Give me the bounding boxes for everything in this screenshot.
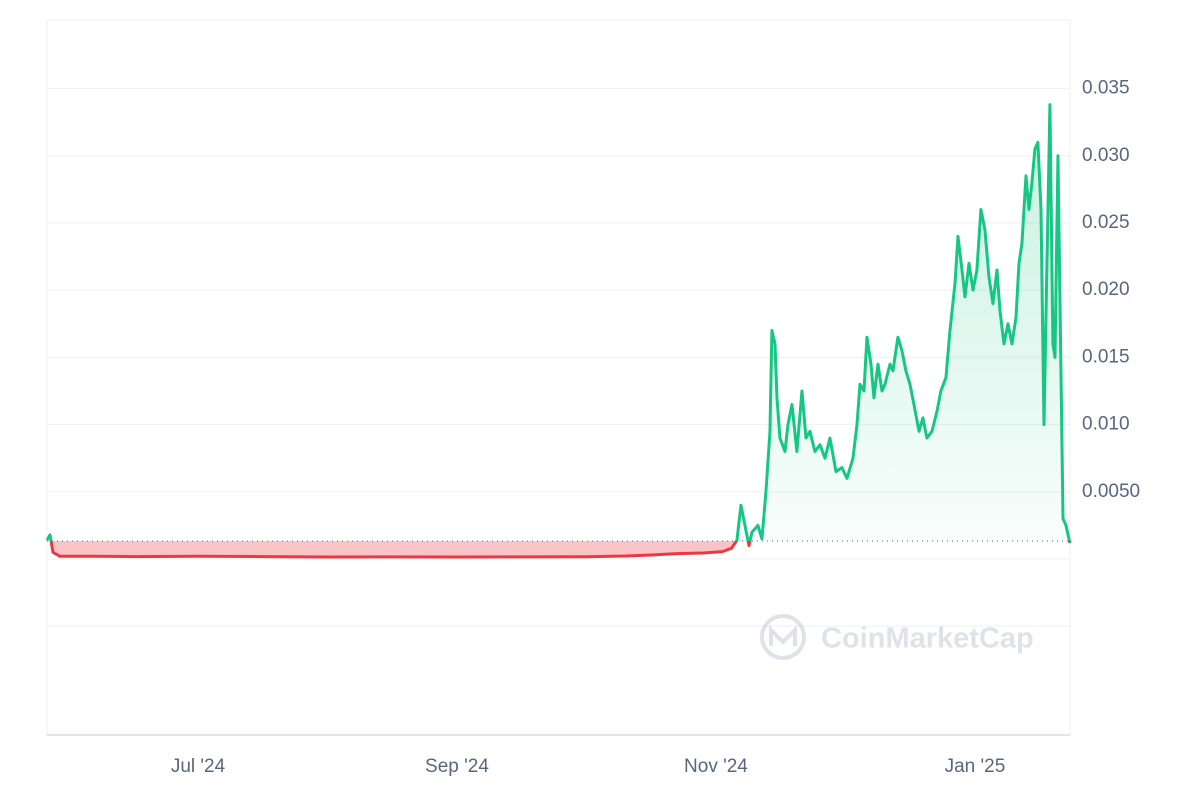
price-area [47,104,1070,557]
x-tick-label: Jul '24 [171,756,226,777]
watermark: CoinMarketCap [760,614,1034,660]
x-tick-label: Nov '24 [684,756,748,777]
x-tick-label: Jan '25 [945,756,1006,777]
y-tick-label: 0.0050 [1082,481,1140,502]
price-line [45,103,1072,559]
watermark-logo-mark [769,625,797,646]
y-tick-label: 0.030 [1082,145,1130,166]
y-tick-label: 0.015 [1082,346,1130,367]
y-tick-label: 0.010 [1082,414,1130,435]
y-tick-label: 0.035 [1082,78,1130,99]
x-tick-label: Sep '24 [425,756,489,777]
y-tick-label: 0.025 [1082,212,1130,233]
watermark-logo [760,614,806,660]
watermark-text: CoinMarketCap [821,623,1034,655]
y-tick-label: 0.020 [1082,279,1130,300]
